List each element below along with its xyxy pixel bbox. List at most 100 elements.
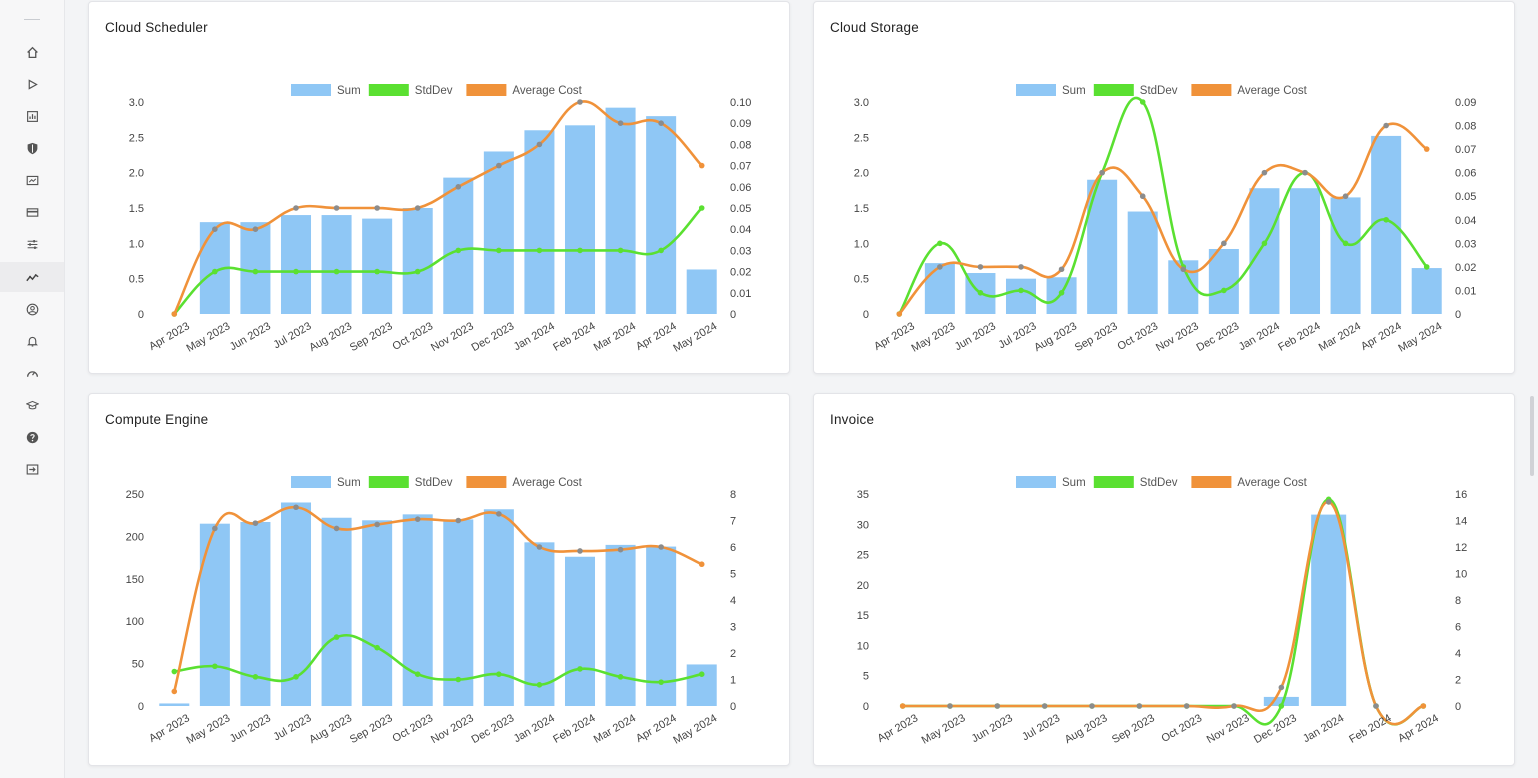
data-point bbox=[1278, 703, 1285, 709]
y-right-tick-label: 4 bbox=[1455, 648, 1461, 660]
help-icon[interactable] bbox=[22, 427, 42, 447]
data-point bbox=[1183, 703, 1190, 709]
y-right-tick-label: 10 bbox=[1455, 569, 1467, 581]
data-point bbox=[617, 674, 624, 680]
dashboard-gauge-icon[interactable] bbox=[22, 363, 42, 383]
bar bbox=[605, 107, 636, 314]
series-line bbox=[174, 633, 702, 687]
y-right-tick-label: 0.10 bbox=[730, 97, 751, 109]
chart-legend: Sum StdDev Average Cost bbox=[1016, 476, 1308, 489]
data-point bbox=[658, 544, 664, 550]
home-icon[interactable] bbox=[22, 42, 42, 62]
legend-sum-label: Sum bbox=[337, 477, 361, 489]
x-tick-label: Sep 2023 bbox=[348, 712, 395, 746]
bar bbox=[1263, 696, 1299, 706]
legend-stddev-swatch bbox=[368, 84, 409, 96]
x-tick-label: May 2023 bbox=[920, 712, 968, 747]
data-point bbox=[1420, 703, 1427, 709]
y-right-tick-label: 0.01 bbox=[1455, 285, 1476, 297]
legend-average-cost-label: Average Cost bbox=[512, 85, 582, 97]
y-right-tick-label: 1 bbox=[730, 675, 736, 687]
x-tick-label: Aug 2023 bbox=[1032, 320, 1079, 354]
y-right-tick-label: 0.06 bbox=[1455, 168, 1476, 180]
user-circle-icon[interactable] bbox=[22, 299, 42, 319]
bar bbox=[240, 222, 271, 314]
play-icon[interactable] bbox=[22, 74, 42, 94]
x-tick-label: Apr 2024 bbox=[1396, 712, 1441, 745]
report-icon[interactable] bbox=[22, 170, 42, 190]
x-tick-label: Dec 2023 bbox=[470, 712, 517, 746]
data-point bbox=[977, 290, 984, 296]
y-left-tick-label: 25 bbox=[857, 550, 869, 562]
card-title: Compute Engine bbox=[105, 412, 209, 427]
data-point bbox=[1342, 240, 1349, 247]
data-point bbox=[293, 268, 299, 275]
data-point bbox=[1089, 703, 1095, 709]
data-point bbox=[1099, 169, 1105, 176]
credit-card-icon[interactable] bbox=[22, 202, 42, 222]
data-point bbox=[252, 674, 259, 680]
x-tick-label: Sep 2023 bbox=[1073, 320, 1120, 354]
data-point bbox=[212, 226, 218, 232]
bell-icon[interactable] bbox=[22, 331, 42, 351]
chart-legend: Sum StdDev Average Cost bbox=[291, 476, 583, 489]
legend-sum-label: Sum bbox=[337, 85, 361, 97]
y-left-tick-label: 30 bbox=[857, 519, 869, 531]
data-point bbox=[1018, 287, 1024, 294]
bar-series-sum bbox=[199, 107, 717, 314]
bar bbox=[524, 130, 555, 314]
data-point bbox=[1231, 703, 1237, 709]
bar bbox=[402, 208, 433, 314]
bar bbox=[199, 523, 230, 706]
x-tick-label: Mar 2024 bbox=[1317, 320, 1363, 354]
analytics-icon[interactable] bbox=[22, 267, 42, 287]
chart-legend: Sum StdDev Average Cost bbox=[1016, 84, 1308, 97]
x-tick-label: May 2023 bbox=[185, 320, 233, 355]
line-series-stddev bbox=[899, 496, 1427, 726]
x-tick-label: Feb 2024 bbox=[1276, 320, 1322, 354]
line-series-average-cost bbox=[896, 122, 1430, 317]
line-series-stddev bbox=[171, 205, 705, 317]
data-point bbox=[293, 205, 299, 211]
x-tick-label: Jul 2023 bbox=[996, 320, 1038, 351]
bar bbox=[1289, 188, 1321, 314]
bar bbox=[1311, 514, 1347, 706]
y-left-tick-label: 15 bbox=[857, 610, 869, 622]
line-series-average-cost bbox=[899, 499, 1427, 726]
y-left-tick-label: 0 bbox=[138, 701, 144, 713]
y-left-tick-label: 5 bbox=[863, 671, 869, 683]
bar bbox=[924, 263, 955, 314]
y-right-tick-label: 7 bbox=[730, 516, 736, 528]
sidebar-active-highlight bbox=[0, 262, 64, 292]
y-left-tick-label: 1.0 bbox=[854, 238, 869, 250]
y-left-tick-label: 200 bbox=[126, 531, 144, 543]
legend-sum-swatch bbox=[291, 476, 331, 488]
y-right-tick-label: 0 bbox=[730, 309, 736, 321]
bar-chart-icon[interactable] bbox=[22, 106, 42, 126]
legend-average-cost-label: Average Cost bbox=[512, 477, 582, 489]
bar bbox=[1411, 268, 1442, 314]
y-right-tick-label: 0.03 bbox=[730, 245, 751, 257]
data-point bbox=[171, 311, 178, 317]
page-scrollbar[interactable] bbox=[1530, 396, 1534, 476]
data-point bbox=[414, 516, 421, 522]
data-point bbox=[252, 268, 259, 275]
y-right-tick-label: 6 bbox=[730, 542, 736, 554]
y-right-tick-label: 14 bbox=[1455, 516, 1467, 528]
series-line bbox=[173, 207, 703, 315]
x-tick-label: Jan 2024 bbox=[1301, 712, 1346, 745]
y-right-tick-label: 0.02 bbox=[1455, 262, 1476, 274]
graduation-cap-icon[interactable] bbox=[22, 395, 42, 415]
data-point bbox=[1423, 146, 1430, 152]
data-point bbox=[536, 141, 543, 148]
x-tick-label: Apr 2023 bbox=[875, 712, 920, 745]
logout-icon[interactable] bbox=[22, 459, 42, 479]
data-point bbox=[1058, 290, 1065, 296]
shield-icon[interactable] bbox=[22, 138, 42, 158]
chart-card-cloud-storage: Cloud Storage Sum StdDev Average Cost 0 0.5 1… bbox=[813, 1, 1515, 374]
x-tick-label: Apr 2024 bbox=[634, 712, 679, 745]
sliders-icon[interactable] bbox=[22, 234, 42, 254]
chart-svg: Sum StdDev Average Cost 0 0.5 1.0 1.5 2.0 2.5 3.0… bbox=[854, 84, 1476, 355]
data-point bbox=[899, 703, 906, 709]
chart-svg: Sum StdDev Average Cost 0 5 10 15 20 25 30 35 0 2 4 6 8… bbox=[857, 476, 1467, 747]
